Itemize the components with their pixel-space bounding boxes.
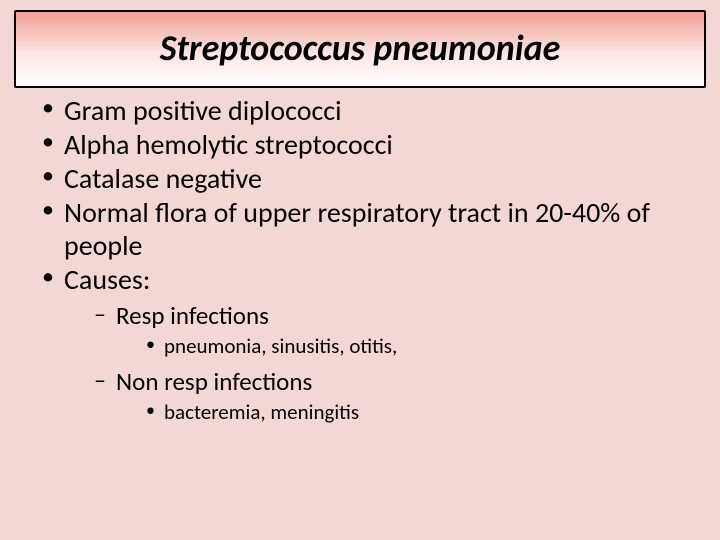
sub-item: Resp infections pneumonia, sinusitis, ot… <box>90 300 684 360</box>
bullet-item: Causes: Resp infections pneumonia, sinus… <box>36 263 684 425</box>
slide: Streptococcus pneumoniae Gram positive d… <box>0 0 720 540</box>
bullet-item: Alpha hemolytic streptococci <box>36 128 684 161</box>
subsub-item: bacteremia, meningitis <box>144 399 684 425</box>
bullet-text: Causes: <box>64 262 150 297</box>
subsub-item: pneumonia, sinusitis, otitis, <box>144 333 684 359</box>
bullet-item: Catalase negative <box>36 162 684 195</box>
subsub-list: bacteremia, meningitis <box>116 399 684 425</box>
sub-text: Resp infections <box>116 300 269 331</box>
bullet-list: Gram positive diplococci Alpha hemolytic… <box>36 94 684 425</box>
subsub-list: pneumonia, sinusitis, otitis, <box>116 333 684 359</box>
bullet-item: Gram positive diplococci <box>36 94 684 127</box>
slide-title: Streptococcus pneumoniae <box>26 26 694 70</box>
bullet-item: Normal flora of upper respiratory tract … <box>36 196 684 262</box>
sub-text: Non resp infections <box>116 366 312 397</box>
sub-list: Resp infections pneumonia, sinusitis, ot… <box>64 300 684 425</box>
title-box: Streptococcus pneumoniae <box>14 10 706 88</box>
content-area: Gram positive diplococci Alpha hemolytic… <box>14 94 706 425</box>
sub-item: Non resp infections bacteremia, meningit… <box>90 366 684 426</box>
